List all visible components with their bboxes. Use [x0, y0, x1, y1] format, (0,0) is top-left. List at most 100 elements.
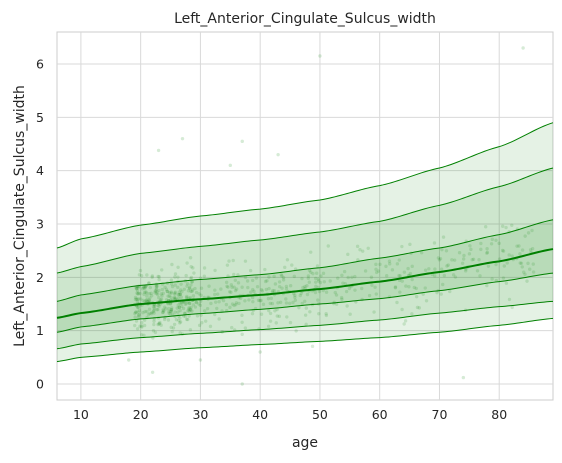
- scatter-point: [432, 241, 437, 245]
- scatter-point: [400, 279, 404, 283]
- scatter-point: [246, 285, 250, 290]
- scatter-point: [173, 272, 178, 276]
- scatter-point: [170, 284, 175, 289]
- scatter-point: [353, 274, 357, 279]
- scatter-point: [221, 298, 226, 303]
- scatter-point: [169, 290, 174, 294]
- scatter-point: [136, 286, 140, 290]
- scatter-point: [433, 267, 437, 271]
- scatter-point: [150, 275, 154, 279]
- scatter-point: [139, 274, 144, 278]
- scatter-point: [136, 305, 141, 309]
- percentile-line: [56, 317, 554, 363]
- scatter-point: [189, 283, 193, 287]
- scatter-point: [343, 281, 348, 286]
- scatter-point: [374, 262, 378, 267]
- scatter-point: [376, 269, 381, 273]
- scatter-point: [160, 310, 165, 315]
- scatter-point: [195, 314, 200, 318]
- scatter-point: [133, 295, 138, 300]
- scatter-point: [157, 321, 162, 326]
- plot-area: [56, 31, 554, 401]
- scatter-point: [530, 247, 535, 251]
- scatter-point: [134, 310, 138, 314]
- scatter-point: [147, 281, 151, 285]
- scatter-point: [163, 285, 167, 289]
- scatter-point: [478, 274, 482, 278]
- scatter-point: [494, 238, 498, 242]
- scatter-point: [504, 281, 509, 285]
- x-tick-label: 70: [432, 407, 448, 422]
- scatter-point: [169, 308, 174, 312]
- scatter-point: [470, 257, 474, 262]
- scatter-point: [192, 271, 196, 275]
- scatter-point: [410, 264, 414, 269]
- scatter-point: [245, 279, 250, 283]
- scatter-point: [408, 271, 413, 276]
- scatter-point: [134, 319, 139, 323]
- scatter-point: [461, 257, 466, 261]
- scatter-point: [190, 280, 194, 284]
- scatter-point: [303, 284, 307, 289]
- x-tick-label: 60: [372, 407, 388, 422]
- scatter-point: [159, 292, 164, 296]
- scatter-point: [342, 269, 347, 274]
- scatter-point: [519, 261, 524, 266]
- scatter-point: [521, 46, 525, 50]
- scatter-point: [168, 309, 173, 314]
- scatter-point: [176, 303, 180, 307]
- scatter-point: [190, 288, 195, 292]
- scatter-point: [281, 278, 286, 282]
- scatter-point: [486, 264, 491, 268]
- median-line: [56, 248, 554, 319]
- scatter-point: [462, 253, 466, 258]
- scatter-point: [153, 291, 157, 295]
- scatter-point: [152, 322, 156, 327]
- scatter-point: [164, 287, 169, 292]
- scatter-point: [324, 313, 329, 318]
- scatter-point: [315, 264, 320, 268]
- scatter-point: [477, 258, 481, 262]
- scatter-point: [145, 297, 149, 302]
- scatter-point: [144, 298, 148, 302]
- scatter-point: [147, 292, 152, 296]
- scatter-point: [154, 285, 159, 290]
- scatter-point: [169, 308, 174, 312]
- scatter-point: [269, 296, 273, 301]
- scatter-point: [277, 314, 282, 319]
- scatter-point: [134, 286, 139, 291]
- scatter-point: [199, 313, 203, 317]
- scatter-point: [314, 271, 319, 275]
- scatter-point: [167, 291, 172, 295]
- scatter-point: [372, 310, 376, 314]
- scatter-point: [202, 266, 207, 270]
- scatter-point: [384, 264, 388, 269]
- scatter-point: [154, 287, 159, 291]
- scatter-point: [178, 321, 182, 325]
- scatter-point: [272, 289, 277, 293]
- scatter-point: [360, 286, 364, 291]
- scatter-point: [153, 304, 157, 308]
- scatter-point: [148, 311, 152, 316]
- scatter-point: [267, 286, 271, 291]
- scatter-point: [151, 329, 156, 333]
- scatter-point: [182, 287, 187, 291]
- scatter-point: [485, 283, 489, 288]
- scatter-point: [191, 266, 195, 270]
- scatter-point: [303, 313, 308, 317]
- scatter-point: [227, 290, 232, 294]
- scatter-point: [157, 277, 161, 282]
- scatter-point: [185, 284, 189, 288]
- scatter-point: [293, 298, 298, 303]
- scatter-point: [284, 301, 289, 305]
- scatter-point: [268, 319, 273, 323]
- y-tick-label: 0: [36, 377, 44, 392]
- scatter-point: [404, 284, 408, 288]
- scatter-point: [265, 279, 269, 283]
- scatter-point: [209, 301, 213, 306]
- scatter-point: [141, 285, 146, 289]
- scatter-point: [200, 320, 204, 325]
- scatter-point: [177, 305, 182, 310]
- scatter-point: [207, 284, 211, 288]
- scatter-point: [280, 274, 284, 278]
